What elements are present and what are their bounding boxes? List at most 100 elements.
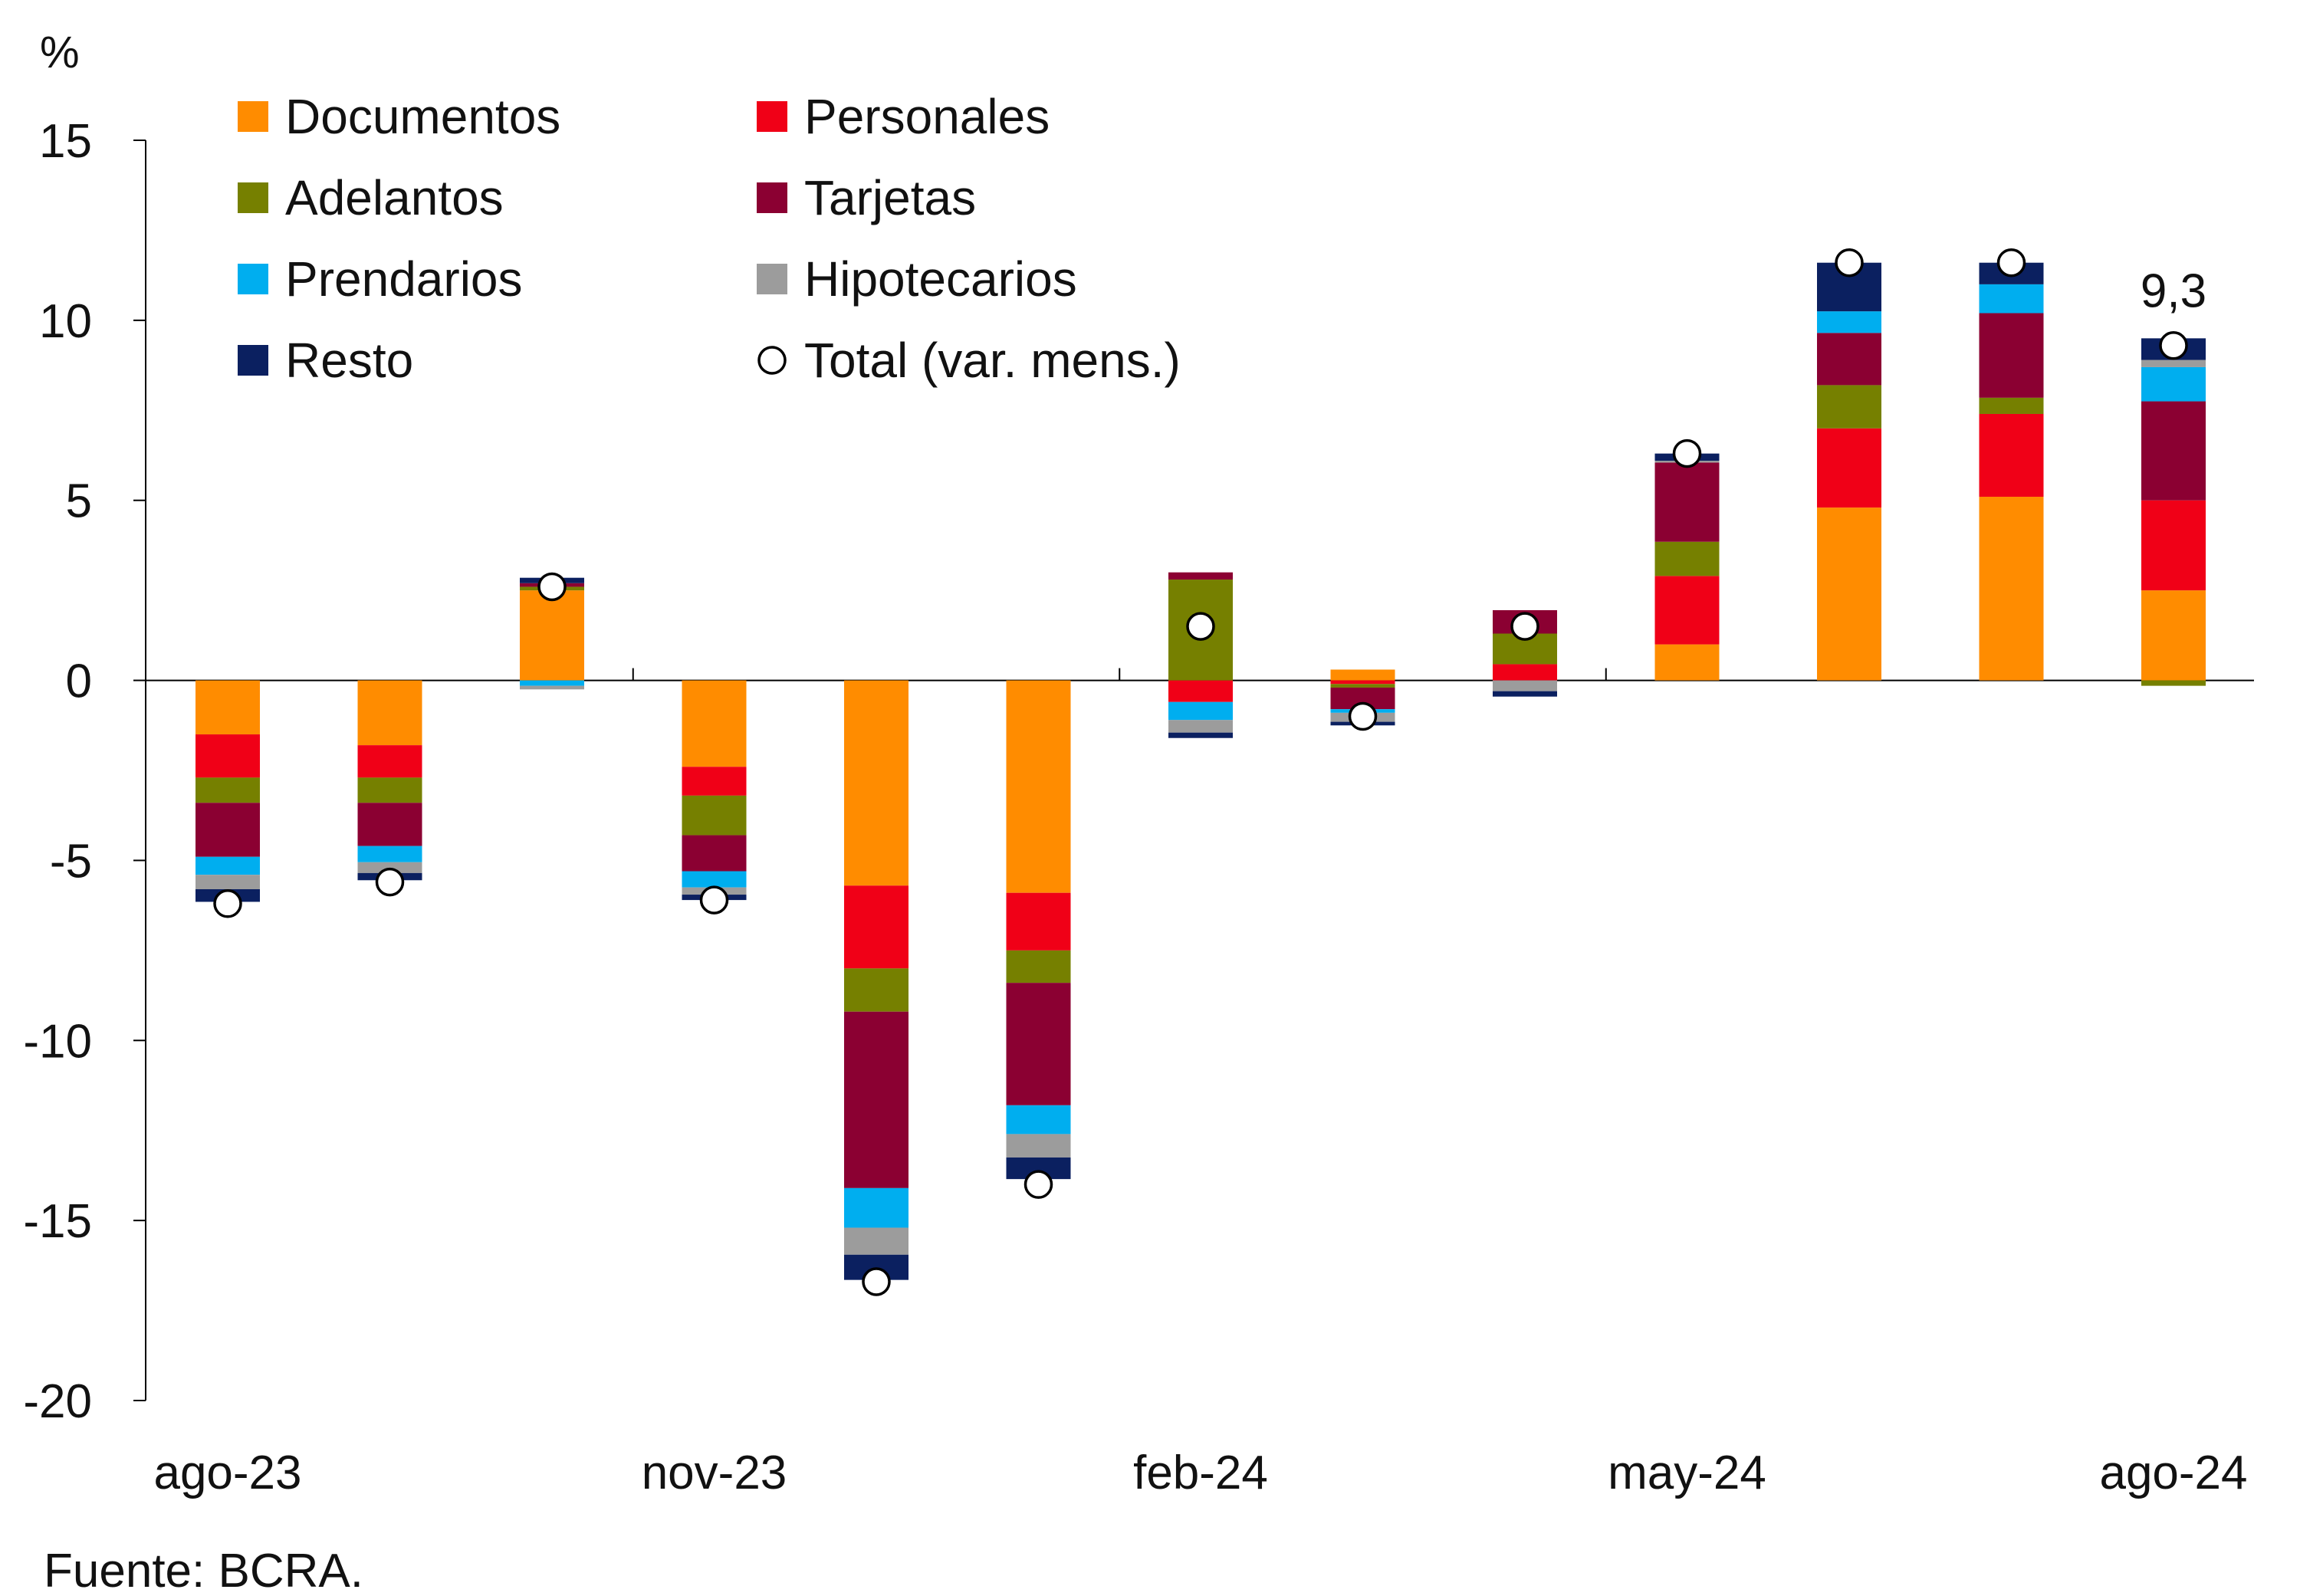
legend-label: Personales bbox=[804, 89, 1050, 144]
axes: 15 10 5 0 -5 -10 -15 -20 ago-23 nov-23 feb-24 may-2… bbox=[23, 115, 2254, 1499]
bar-segment-prendarios-oct-23 bbox=[520, 680, 584, 686]
bar-segment-hipotecarios-sep-23 bbox=[357, 862, 422, 873]
bar-segment-documentos-jun-24 bbox=[1817, 507, 1881, 681]
x-tick-label: ago-23 bbox=[153, 1447, 301, 1499]
y-tick-label: 0 bbox=[66, 655, 92, 708]
bar-segment-hipotecarios-ene-24 bbox=[1006, 1134, 1071, 1158]
total-marker-jun-24 bbox=[1835, 248, 1864, 277]
bar-segment-tarjetas-ago-23 bbox=[196, 803, 260, 857]
total-marker-ago-23 bbox=[213, 889, 242, 918]
total-marker-may-24 bbox=[1672, 438, 1702, 468]
bar-segment-prendarios-feb-24 bbox=[1168, 701, 1233, 721]
bar-segment-prendarios-ago-23 bbox=[196, 856, 260, 875]
bar-segment-prendarios-jun-24 bbox=[1817, 311, 1881, 333]
bar-segment-personales-feb-24 bbox=[1168, 680, 1233, 702]
legend-swatch-prendarios bbox=[238, 264, 268, 294]
legend-label: Resto bbox=[285, 333, 413, 388]
bar-segment-tarjetas-nov-23 bbox=[682, 835, 747, 872]
bar-segment-prendarios-nov-23 bbox=[682, 871, 747, 888]
bar-segment-resto-abr-24 bbox=[1493, 691, 1557, 697]
y-tick-label: 10 bbox=[39, 295, 92, 348]
bar-segment-personales-dic-23 bbox=[844, 885, 909, 969]
bar-segment-tarjetas-may-24 bbox=[1654, 462, 1720, 542]
y-axis-unit-label: % bbox=[40, 28, 80, 77]
bar-segment-personales-nov-23 bbox=[682, 767, 747, 796]
bar-segment-adelantos-nov-23 bbox=[682, 795, 747, 836]
legend-label: Hipotecarios bbox=[804, 251, 1077, 307]
total-marker-ago-24 bbox=[2159, 330, 2188, 360]
legend-swatch-personales bbox=[757, 101, 787, 132]
bar-segment-hipotecarios-ago-23 bbox=[196, 875, 260, 890]
y-tick-label: 5 bbox=[66, 475, 92, 528]
bar-segment-personales-jul-24 bbox=[1979, 413, 2044, 498]
bar-segment-adelantos-jul-24 bbox=[1979, 397, 2044, 414]
bar-segment-personales-may-24 bbox=[1654, 576, 1720, 645]
total-marker-oct-23 bbox=[537, 572, 567, 602]
y-tick-label: -5 bbox=[50, 835, 92, 888]
bar-segment-tarjetas-ago-24 bbox=[2141, 401, 2206, 501]
legend-swatch-adelantos bbox=[238, 182, 268, 213]
bar-segment-prendarios-sep-23 bbox=[357, 846, 422, 862]
total-marker-abr-24 bbox=[1510, 612, 1539, 641]
bar-segment-adelantos-ago-23 bbox=[196, 777, 260, 803]
legend-swatch-documentos bbox=[238, 101, 268, 132]
total-marker-sep-23 bbox=[375, 867, 405, 897]
bar-segment-hipotecarios-oct-23 bbox=[520, 685, 584, 690]
legend-swatch-resto bbox=[238, 345, 268, 376]
y-tick-label: -20 bbox=[23, 1375, 92, 1428]
bar-segment-hipotecarios-dic-23 bbox=[844, 1227, 909, 1255]
bar-segment-adelantos-mar-24 bbox=[1330, 684, 1395, 688]
total-marker-jul-24 bbox=[1996, 248, 2026, 277]
bar-segment-prendarios-dic-23 bbox=[844, 1187, 909, 1228]
bar-segment-tarjetas-jun-24 bbox=[1817, 333, 1881, 386]
bar-segment-documentos-mar-24 bbox=[1330, 669, 1395, 681]
bar-segment-documentos-may-24 bbox=[1654, 644, 1720, 681]
bar-segment-adelantos-ene-24 bbox=[1006, 950, 1071, 984]
bar-segment-tarjetas-feb-24 bbox=[1168, 572, 1233, 580]
bar-segment-tarjetas-dic-23 bbox=[844, 1011, 909, 1188]
legend-label: Documentos bbox=[285, 89, 560, 144]
bar-segment-tarjetas-sep-23 bbox=[357, 803, 422, 846]
total-marker-ene-24 bbox=[1024, 1170, 1053, 1199]
total-marker-feb-24 bbox=[1186, 612, 1215, 641]
bars-layer bbox=[196, 262, 2206, 1280]
bar-segment-documentos-nov-23 bbox=[682, 680, 747, 767]
y-tick-label: -10 bbox=[23, 1015, 92, 1068]
bar-segment-adelantos-may-24 bbox=[1654, 541, 1720, 576]
bar-segment-personales-mar-24 bbox=[1330, 680, 1395, 685]
x-tick-label: ago-24 bbox=[2099, 1447, 2247, 1499]
total-marker-dic-23 bbox=[862, 1267, 891, 1296]
bar-segment-resto-feb-24 bbox=[1168, 732, 1233, 738]
bar-segment-documentos-dic-23 bbox=[844, 680, 909, 886]
bar-segment-documentos-ago-23 bbox=[196, 680, 260, 735]
bar-segment-personales-sep-23 bbox=[357, 745, 422, 778]
bar-segment-prendarios-ago-24 bbox=[2141, 366, 2206, 402]
bar-segment-personales-ago-23 bbox=[196, 734, 260, 778]
bar-segment-personales-abr-24 bbox=[1493, 664, 1557, 681]
x-tick-label: may-24 bbox=[1608, 1447, 1766, 1499]
legend: Documentos Personales Adelantos Tarjetas Pre… bbox=[238, 89, 1181, 388]
total-marker-nov-23 bbox=[699, 885, 729, 915]
bar-segment-personales-ago-24 bbox=[2141, 500, 2206, 591]
legend-swatch-tarjetas bbox=[757, 182, 787, 213]
bar-segment-adelantos-dic-23 bbox=[844, 968, 909, 1012]
bar-segment-tarjetas-jul-24 bbox=[1979, 313, 2044, 398]
bar-segment-adelantos-jun-24 bbox=[1817, 385, 1881, 429]
bar-segment-adelantos-sep-23 bbox=[357, 777, 422, 803]
bar-segment-tarjetas-ene-24 bbox=[1006, 983, 1071, 1105]
total-marker-mar-24 bbox=[1348, 701, 1378, 731]
legend-label: Total (var. mens.) bbox=[804, 333, 1181, 388]
total-annotation: 9,3 bbox=[2141, 265, 2206, 318]
legend-total-marker bbox=[757, 346, 787, 375]
bar-segment-hipotecarios-feb-24 bbox=[1168, 720, 1233, 733]
totals-layer: 9,3 bbox=[213, 248, 2206, 1296]
bar-segment-personales-ene-24 bbox=[1006, 892, 1071, 951]
bar-segment-personales-jun-24 bbox=[1817, 428, 1881, 508]
bar-segment-hipotecarios-abr-24 bbox=[1493, 680, 1557, 691]
bar-segment-documentos-jul-24 bbox=[1979, 497, 2044, 681]
legend-label: Prendarios bbox=[285, 251, 523, 307]
bar-segment-documentos-ago-24 bbox=[2141, 590, 2206, 681]
bar-segment-prendarios-ene-24 bbox=[1006, 1105, 1071, 1135]
legend-label: Adelantos bbox=[285, 170, 504, 225]
